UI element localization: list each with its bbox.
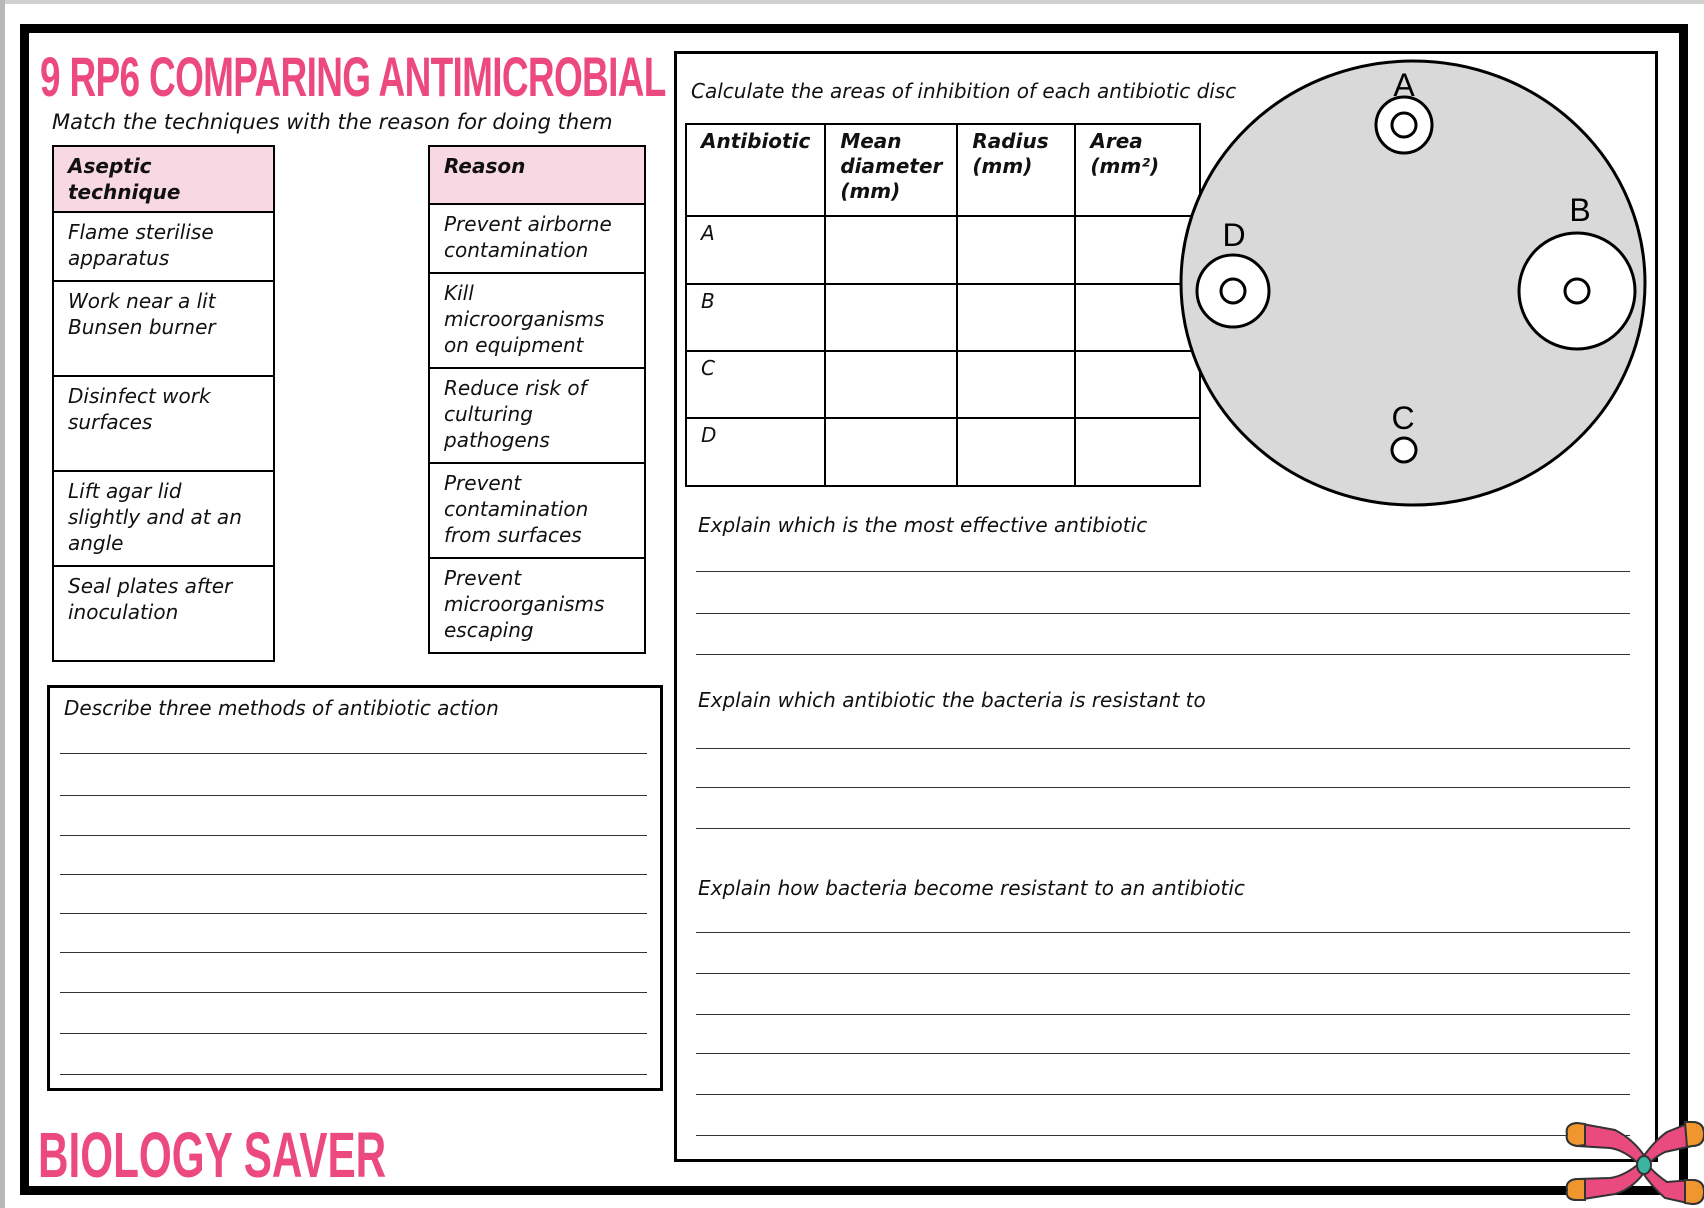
cell-input[interactable] bbox=[1074, 350, 1202, 419]
answer-line[interactable] bbox=[60, 753, 647, 754]
technique-item: Flame sterilise apparatus bbox=[52, 211, 275, 282]
technique-item: Lift agar lid slightly and at an angle bbox=[52, 470, 275, 567]
label-b: B bbox=[1569, 192, 1590, 228]
biology-saver-logo: BIOLOGY SAVER bbox=[38, 1119, 387, 1191]
row-label: D bbox=[684, 417, 827, 487]
answer-line[interactable] bbox=[60, 913, 647, 914]
viewer-top-edge bbox=[0, 0, 1704, 4]
answer-line[interactable] bbox=[696, 654, 1630, 655]
answer-line[interactable] bbox=[60, 1074, 647, 1075]
reason-item: Prevent contamination from surfaces bbox=[428, 462, 646, 559]
answer-line[interactable] bbox=[696, 571, 1630, 572]
answer-line[interactable] bbox=[60, 795, 647, 796]
technique-header: Aseptic technique bbox=[52, 145, 275, 213]
question-most-effective: Explain which is the most effective anti… bbox=[698, 513, 1148, 537]
label-a: A bbox=[1393, 67, 1415, 103]
inhibition-prompt: Calculate the areas of inhibition of eac… bbox=[691, 79, 1237, 103]
reason-item: Kill microorganisms on equipment bbox=[428, 272, 646, 369]
disc-a bbox=[1390, 111, 1418, 139]
answer-line[interactable] bbox=[696, 1014, 1630, 1015]
technique-item: Work near a lit Bunsen burner bbox=[52, 280, 275, 377]
cell-input[interactable] bbox=[956, 283, 1077, 352]
row-label: C bbox=[684, 350, 827, 419]
agar-plate bbox=[1179, 59, 1647, 507]
technique-table: Aseptic technique Flame sterilise appara… bbox=[52, 145, 275, 662]
answer-line[interactable] bbox=[60, 1033, 647, 1034]
question-how-resistant: Explain how bacteria become resistant to… bbox=[698, 876, 1245, 900]
reason-header: Reason bbox=[428, 145, 646, 205]
col-header-antibiotic: Antibiotic bbox=[684, 123, 827, 217]
inhibition-table: Antibiotic Mean diameter (mm) Radius (mm… bbox=[684, 123, 1202, 487]
col-header-radius: Radius (mm) bbox=[956, 123, 1077, 217]
worksheet-frame bbox=[20, 24, 1688, 1195]
answer-line[interactable] bbox=[696, 1053, 1630, 1054]
cell-input[interactable] bbox=[956, 215, 1077, 285]
col-header-area: Area (mm²) bbox=[1074, 123, 1202, 217]
row-label: B bbox=[684, 283, 827, 352]
cell-input[interactable] bbox=[956, 350, 1077, 419]
match-instruction: Match the techniques with the reason for… bbox=[52, 110, 613, 134]
answer-line[interactable] bbox=[696, 613, 1630, 614]
row-label: A bbox=[684, 215, 827, 285]
chromosome-icon bbox=[1565, 1120, 1704, 1205]
page-title: 9 RP6 COMPARING ANTIMICROBIAL bbox=[40, 45, 666, 108]
cell-input[interactable] bbox=[824, 215, 959, 285]
question-resistant: Explain which antibiotic the bacteria is… bbox=[698, 688, 1206, 712]
viewer-left-edge bbox=[0, 0, 5, 1208]
cell-input[interactable] bbox=[824, 417, 959, 487]
col-header-diameter: Mean diameter (mm) bbox=[824, 123, 959, 217]
reason-item: Reduce risk of culturing pathogens bbox=[428, 367, 646, 464]
answer-line[interactable] bbox=[60, 874, 647, 875]
answer-line[interactable] bbox=[696, 748, 1630, 749]
disc-b bbox=[1563, 277, 1591, 305]
answer-line[interactable] bbox=[60, 952, 647, 953]
disc-d bbox=[1219, 277, 1247, 305]
technique-item: Disinfect work surfaces bbox=[52, 375, 275, 472]
answer-line[interactable] bbox=[696, 1094, 1630, 1095]
cell-input[interactable] bbox=[824, 350, 959, 419]
answer-line[interactable] bbox=[696, 787, 1630, 788]
label-d: D bbox=[1222, 217, 1245, 253]
disc-c bbox=[1390, 436, 1418, 464]
label-c: C bbox=[1391, 400, 1414, 436]
inhibition-section bbox=[674, 51, 1658, 1162]
cell-input[interactable] bbox=[824, 283, 959, 352]
technique-item: Seal plates after inoculation bbox=[52, 565, 275, 662]
answer-line[interactable] bbox=[60, 992, 647, 993]
answer-line[interactable] bbox=[60, 835, 647, 836]
reason-item: Prevent airborne contamination bbox=[428, 203, 646, 274]
answer-line[interactable] bbox=[696, 973, 1630, 974]
answer-line[interactable] bbox=[696, 1135, 1630, 1136]
reason-table: Reason Prevent airborne contamination Ki… bbox=[428, 145, 646, 654]
answer-line[interactable] bbox=[696, 828, 1630, 829]
cell-input[interactable] bbox=[1074, 417, 1202, 487]
describe-prompt: Describe three methods of antibiotic act… bbox=[64, 696, 499, 720]
reason-item: Prevent microorganisms escaping bbox=[428, 557, 646, 654]
answer-line[interactable] bbox=[696, 932, 1630, 933]
describe-answer-box[interactable]: Describe three methods of antibiotic act… bbox=[47, 685, 663, 1091]
cell-input[interactable] bbox=[956, 417, 1077, 487]
